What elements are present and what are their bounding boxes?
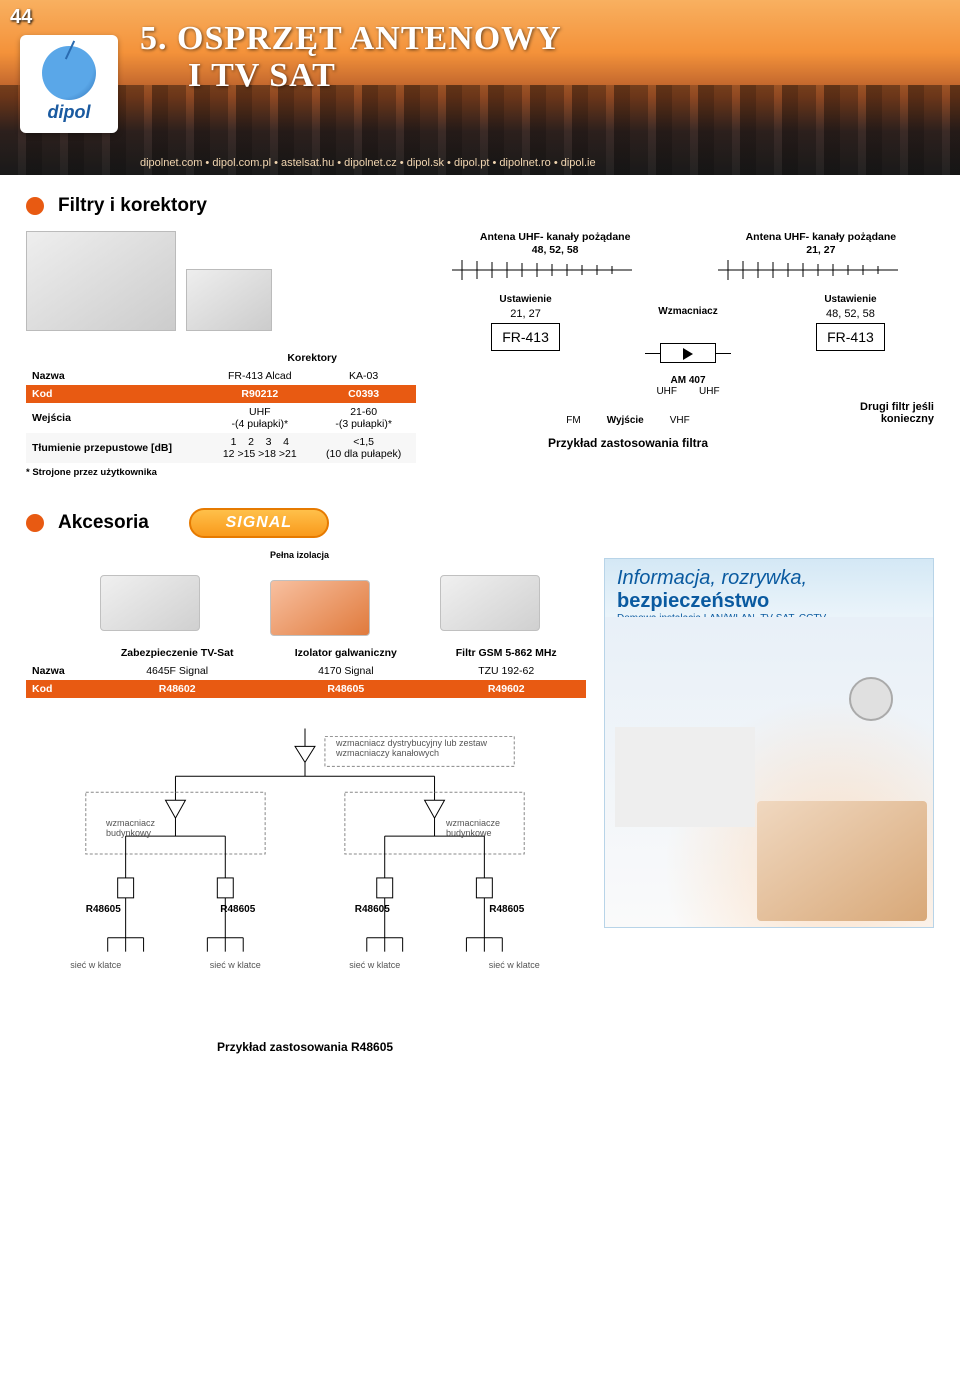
- fm-label: FM: [566, 415, 580, 426]
- leaf-2: sieć w klatce: [210, 960, 261, 970]
- set-left-val: 21, 27: [491, 308, 560, 320]
- promo-illustration: [605, 617, 933, 927]
- table-header: Korektory: [208, 349, 416, 367]
- wzmac-label: Wzmacniacz: [658, 306, 717, 317]
- section-accessories-title: Akcesoria: [58, 512, 149, 534]
- catalog-header: 44 dipol 5. OSPRZĘT ANTENOWY I TV SAT di…: [0, 0, 960, 175]
- bullet-icon: [26, 197, 44, 215]
- devices-illustration: [615, 727, 755, 827]
- row-kod-label: Kod: [26, 385, 208, 403]
- corrector-photo: [186, 269, 272, 331]
- signal-pill: SIGNAL: [189, 508, 329, 538]
- domain-list: dipolnet.com • dipol.com.pl • astelsat.h…: [140, 157, 596, 169]
- tree-example-caption: Przykład zastosowania R48605: [26, 1040, 584, 1054]
- signal-brand-logo: SIGNAL: [189, 508, 329, 538]
- vhf-label: VHF: [670, 415, 690, 426]
- isolator-photo: [270, 580, 370, 636]
- row-wejscia-label: Wejścia: [26, 403, 208, 433]
- wyjscie-label: Wyjście: [607, 415, 644, 426]
- tree-mid-left: wzmacniacz budynkowy: [106, 818, 155, 838]
- tree-svg: [26, 728, 584, 988]
- ant-l-2: 48, 52, 58: [442, 244, 668, 257]
- tree-prod-4: R48605: [489, 904, 524, 915]
- row-tlum-label: Tłumienie przepustowe [dB]: [26, 433, 208, 463]
- tlum1-l1: 1 2 3 4: [214, 436, 305, 448]
- tlum1-l2: 12 >15 >18 >21: [214, 448, 305, 460]
- tree-top-label: wzmacniacz dystrybucyjny lub zestaw wzma…: [336, 738, 487, 758]
- logo-icon: [42, 46, 96, 100]
- uhf-r: UHF: [699, 386, 720, 397]
- filters-table-col: Korektory Nazwa FR-413 Alcad KA-03 Kod R…: [26, 231, 416, 478]
- product-images: [26, 231, 416, 331]
- page-number: 44: [10, 6, 32, 29]
- cell-nazwa-2: KA-03: [311, 367, 416, 385]
- uhf-l: UHF: [656, 386, 677, 397]
- cell-wej-2: 21-60 -(3 pułapki)*: [311, 403, 416, 433]
- set-right-val: 48, 52, 58: [816, 308, 885, 320]
- fr-box-right: FR-413: [816, 323, 885, 351]
- cell-kod-1: R90212: [208, 385, 311, 403]
- row-nazwa-label: Nazwa: [26, 367, 208, 385]
- promo-box-col: Informacja, rozrywka, bezpieczeństwo Dom…: [604, 558, 934, 1054]
- yagi-antenna-icon: [442, 257, 642, 283]
- tree-prod-3: R48605: [355, 904, 390, 915]
- promo-title: Informacja, rozrywka, bezpieczeństwo: [605, 559, 933, 613]
- chapter-line2: I TV SAT: [140, 57, 562, 94]
- leaf-4: sieć w klatce: [489, 960, 540, 970]
- filters-content: Korektory Nazwa FR-413 Alcad KA-03 Kod R…: [0, 231, 960, 488]
- tlum2-l1: <1,5: [317, 436, 410, 448]
- cell-tlum-2: <1,5 (10 dla pułapek): [311, 433, 416, 463]
- ant-r-2: 21, 27: [708, 244, 934, 257]
- korektory-table: Korektory Nazwa FR-413 Alcad KA-03 Kod R…: [26, 349, 416, 463]
- wej2-l2: -(3 pułapki)*: [317, 418, 410, 430]
- leaf-3: sieć w klatce: [349, 960, 400, 970]
- sat-dish-icon: [849, 677, 893, 721]
- filter-example-caption: Przykład zastosowania filtra: [442, 436, 814, 450]
- logo-text: dipol: [48, 102, 91, 123]
- bottom-row: wzmacniacz dystrybucyjny lub zestaw wzma…: [0, 548, 960, 1074]
- section-filters-title: Filtry i korektory: [58, 195, 207, 217]
- info-promo-box: Informacja, rozrywka, bezpieczeństwo Dom…: [604, 558, 934, 928]
- amplifier-photo: [26, 231, 176, 331]
- tree-prod-1: R48605: [86, 904, 121, 915]
- yagi-antenna-icon: [708, 257, 908, 283]
- chapter-title: 5. OSPRZĘT ANTENOWY I TV SAT: [140, 20, 562, 95]
- tlum2-l2: (10 dla pułapek): [317, 448, 410, 460]
- promo-title-1: Informacja, rozrywka,: [617, 567, 807, 589]
- tree-prod-2: R48605: [220, 904, 255, 915]
- wej1-l1: UHF: [214, 406, 305, 418]
- antenna-left-caption: Antena UHF- kanały pożądane 48, 52, 58: [442, 231, 668, 257]
- cell-nazwa-1: FR-413 Alcad: [208, 367, 311, 385]
- family-photo: [757, 801, 927, 921]
- tree-mid-right: wzmacniacze budynkowe: [446, 818, 500, 838]
- cell-wej-1: UHF -(4 pułapki)*: [208, 403, 311, 433]
- section-accessories-header: Akcesoria SIGNAL: [26, 508, 960, 538]
- cell-kod-2: C0393: [311, 385, 416, 403]
- setting-right: Ustawienie: [816, 294, 885, 305]
- am-label: AM 407: [442, 375, 934, 386]
- amplifier-symbol: [660, 343, 716, 363]
- ant-r-1: Antena UHF- kanały pożądane: [708, 231, 934, 244]
- second-filter-note: Drugi filtr jeśli konieczny: [814, 401, 934, 425]
- promo-title-2: bezpieczeństwo: [617, 590, 769, 612]
- filter-diagram: Antena UHF- kanały pożądane 48, 52, 58 A…: [442, 231, 934, 478]
- fr-box-left: FR-413: [491, 323, 560, 351]
- isolation-label: Pełna izolacja: [270, 550, 370, 560]
- wej2-l1: 21-60: [317, 406, 410, 418]
- chapter-line1: 5. OSPRZĘT ANTENOWY: [140, 20, 562, 57]
- antenna-right-caption: Antena UHF- kanały pożądane 21, 27: [708, 231, 934, 257]
- section-filters-header: Filtry i korektory: [26, 195, 960, 217]
- setting-left: Ustawienie: [491, 294, 560, 305]
- ant-l-1: Antena UHF- kanały pożądane: [442, 231, 668, 244]
- leaf-1: sieć w klatce: [70, 960, 121, 970]
- cell-tlum-1: 1 2 3 4 12 >15 >18 >21: [208, 433, 311, 463]
- bullet-icon: [26, 514, 44, 532]
- wej1-l2: -(4 pułapki)*: [214, 418, 305, 430]
- brand-logo: dipol: [20, 35, 118, 133]
- table-footnote: * Strojone przez użytkownika: [26, 467, 416, 478]
